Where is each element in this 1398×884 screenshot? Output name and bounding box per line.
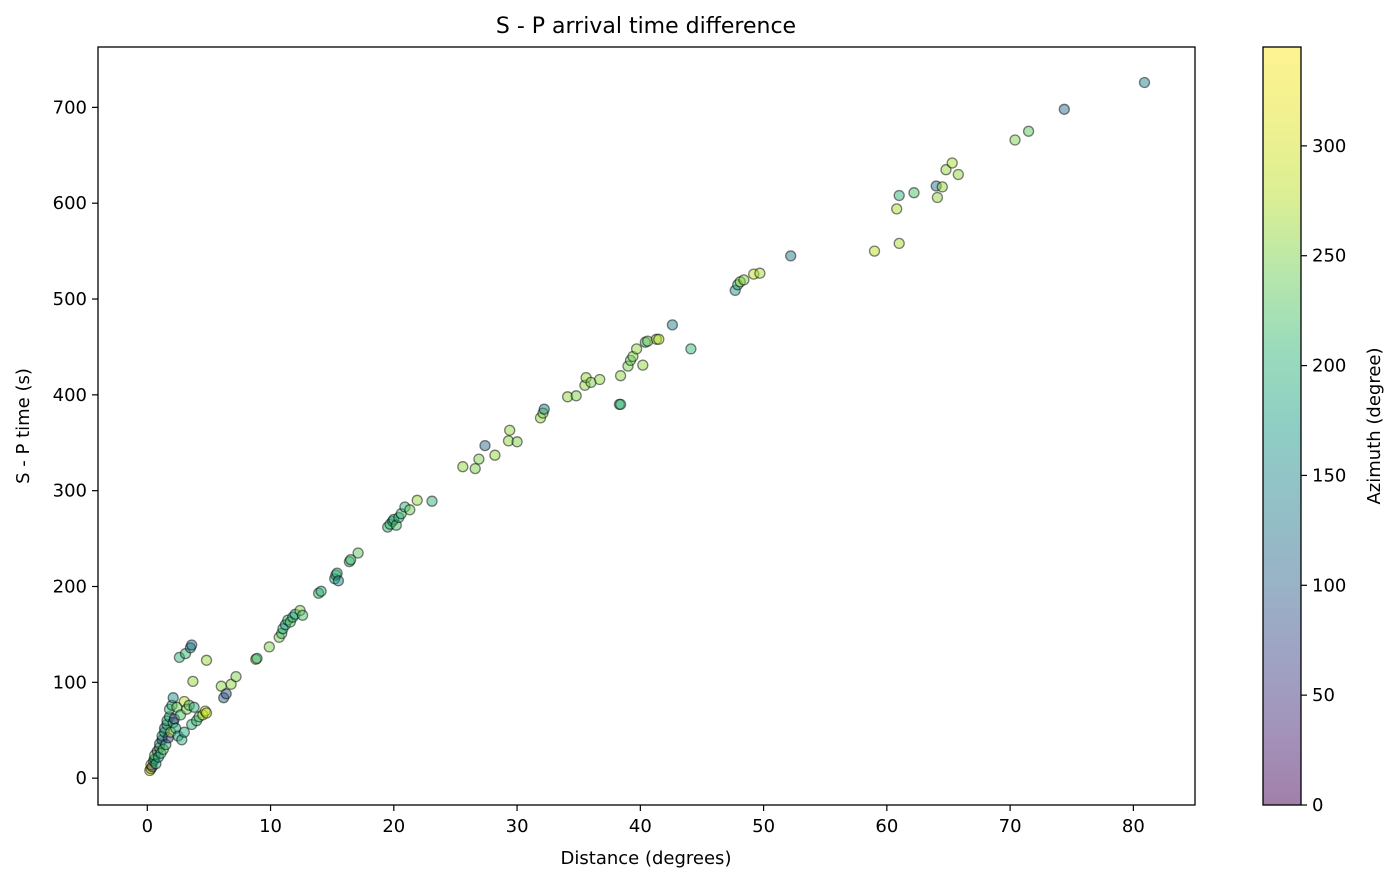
data-point <box>931 191 944 204</box>
data-point <box>738 274 750 286</box>
data-point <box>404 504 416 516</box>
x-tick-label: 40 <box>629 816 652 837</box>
x-axis-ticks: 0 10 20 30 40 50 60 70 80 <box>142 805 1145 837</box>
x-tick-label: 10 <box>259 816 282 837</box>
data-point <box>785 250 797 262</box>
data-point <box>186 639 198 651</box>
data-point <box>315 585 327 597</box>
data-point <box>666 319 679 331</box>
y-tick-label: 100 <box>53 672 87 693</box>
data-point <box>754 267 766 279</box>
data-point <box>1009 134 1021 146</box>
data-point <box>868 245 881 257</box>
y-tick-label: 700 <box>53 97 87 118</box>
colorbar-tick-label: 150 <box>1312 465 1346 486</box>
data-point <box>614 370 627 382</box>
data-point <box>570 390 582 402</box>
data-point <box>893 237 905 250</box>
data-point <box>220 688 232 700</box>
data-point <box>936 181 948 193</box>
data-point <box>504 424 516 436</box>
data-point <box>473 453 485 465</box>
y-tick-label: 400 <box>53 385 87 406</box>
data-point <box>178 726 190 738</box>
data-point <box>637 359 649 371</box>
data-point <box>457 461 469 473</box>
data-point <box>653 333 665 345</box>
data-point <box>630 343 643 355</box>
data-point <box>296 609 309 621</box>
colorbar-ticks: 0 50 100 150 200 250 300 <box>1301 136 1346 816</box>
data-point <box>352 547 364 559</box>
data-point <box>946 157 958 169</box>
x-tick-label: 50 <box>752 816 775 837</box>
colorbar <box>1262 46 1302 806</box>
x-tick-label: 20 <box>382 816 405 837</box>
data-point <box>538 403 550 415</box>
y-axis-ticks: 0 100 200 300 400 500 600 700 <box>53 97 98 789</box>
data-point <box>594 373 606 386</box>
data-point <box>200 654 213 666</box>
data-point <box>1138 76 1151 89</box>
data-point <box>411 494 423 506</box>
y-tick-label: 500 <box>53 289 87 310</box>
x-tick-label: 60 <box>875 816 898 837</box>
data-point <box>230 670 242 683</box>
data-point <box>1022 125 1035 137</box>
x-tick-label: 70 <box>999 816 1022 837</box>
y-tick-label: 200 <box>53 577 87 598</box>
x-tick-label: 30 <box>506 816 529 837</box>
data-point <box>908 187 920 199</box>
data-point <box>893 189 905 202</box>
data-point <box>469 462 481 475</box>
data-point <box>251 652 263 665</box>
data-point <box>187 675 199 688</box>
data-point <box>479 439 491 452</box>
data-point <box>685 343 697 355</box>
colorbar-tick-label: 100 <box>1312 575 1346 596</box>
colorbar-tick-label: 50 <box>1312 685 1335 706</box>
chart-title: S - P arrival time difference <box>496 14 796 39</box>
colorbar-tick-label: 300 <box>1312 136 1346 157</box>
data-point <box>489 449 501 461</box>
data-point <box>891 203 903 215</box>
data-point <box>200 707 213 719</box>
data-point <box>188 701 200 713</box>
data-point <box>952 168 964 181</box>
data-point <box>263 641 275 653</box>
y-tick-label: 0 <box>76 768 87 789</box>
y-axis-label: S - P time (s) <box>13 368 34 484</box>
data-point <box>511 436 523 448</box>
colorbar-tick-label: 200 <box>1312 356 1346 377</box>
x-tick-label: 0 <box>142 816 153 837</box>
scatter-points <box>144 76 1151 777</box>
colorbar-tick-label: 250 <box>1312 246 1346 267</box>
y-tick-label: 600 <box>53 193 87 214</box>
x-axis-label: Distance (degrees) <box>561 848 732 869</box>
data-point <box>614 398 627 411</box>
data-point <box>1058 103 1070 115</box>
data-point <box>345 554 357 566</box>
colorbar-label: Azimuth (degree) <box>1364 347 1385 504</box>
data-point <box>332 575 345 587</box>
y-tick-label: 300 <box>53 481 87 502</box>
colorbar-tick-label: 0 <box>1312 795 1323 816</box>
data-point <box>167 692 179 704</box>
x-tick-label: 80 <box>1122 816 1145 837</box>
plot-frame <box>97 46 1196 806</box>
data-point <box>426 495 438 507</box>
